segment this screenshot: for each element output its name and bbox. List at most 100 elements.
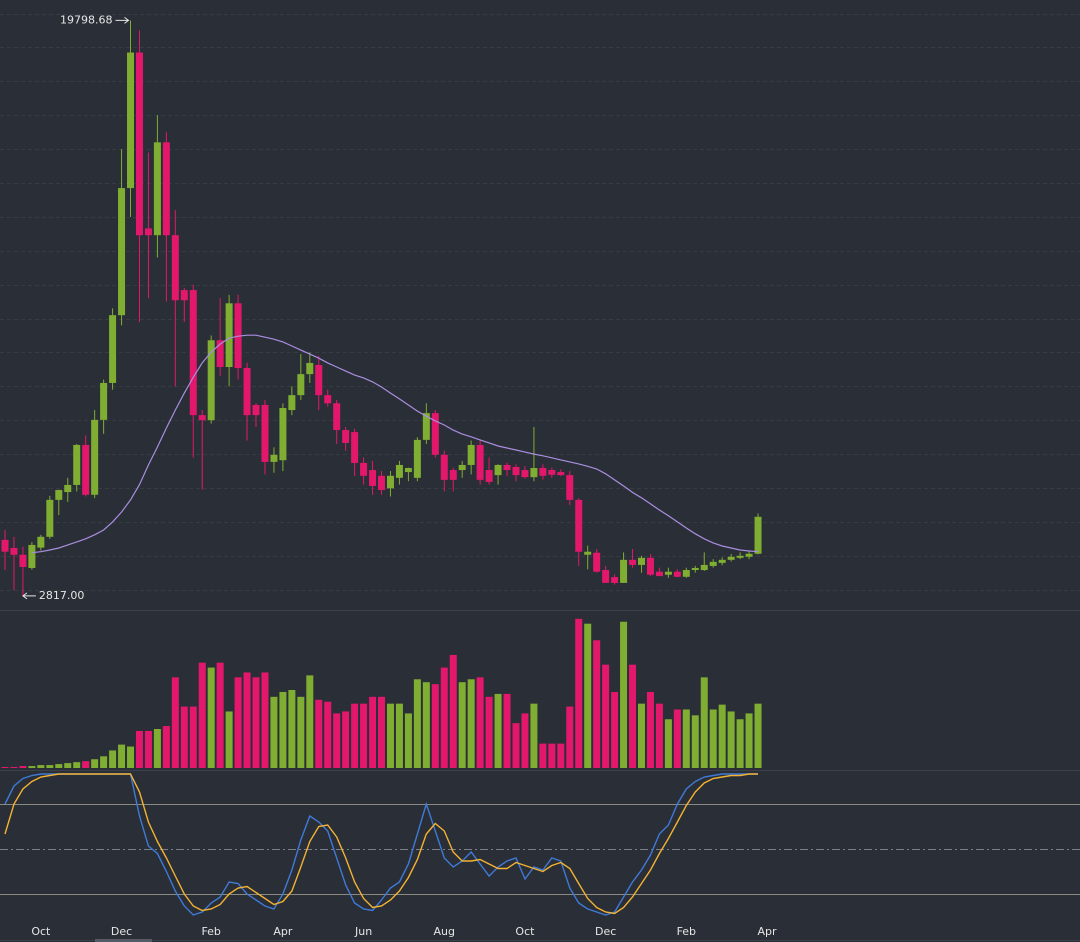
volume-bar <box>297 696 305 768</box>
volume-bar <box>637 703 645 768</box>
candle-body <box>252 404 260 416</box>
volume-bar <box>207 667 215 768</box>
volume-bar <box>180 706 188 768</box>
volume-bar <box>736 719 744 768</box>
volume-bar <box>225 711 233 768</box>
candle-body <box>279 408 287 461</box>
volume-bar <box>118 744 126 768</box>
candle-body <box>611 577 619 583</box>
candle-body <box>602 570 610 583</box>
volume-bar <box>324 701 332 768</box>
candle-body <box>288 395 296 411</box>
candle-body <box>584 551 592 555</box>
candle-body <box>673 571 681 577</box>
volume-bar <box>19 766 27 768</box>
volume-bar <box>458 682 466 768</box>
candle-body <box>46 499 54 537</box>
candle-body <box>440 454 448 480</box>
candle-body <box>727 556 735 560</box>
candle-body <box>369 470 377 486</box>
volume-bar <box>566 706 574 768</box>
candle-body <box>431 413 439 455</box>
volume-bar <box>512 723 520 768</box>
candle-body <box>655 571 663 577</box>
candle-body <box>458 464 466 471</box>
volume-bar <box>315 699 323 768</box>
volume-bar <box>691 715 699 768</box>
volume-bar <box>333 713 341 768</box>
candle-body <box>324 395 332 404</box>
volume-bar <box>369 696 377 768</box>
volume-bar <box>575 618 583 768</box>
volume-bar <box>718 704 726 768</box>
candle-body <box>682 570 690 577</box>
candle-body <box>422 413 430 440</box>
volume-bar <box>709 709 717 768</box>
x-tick-label: Apr <box>757 925 777 938</box>
volume-bar <box>189 706 197 768</box>
volume-bar <box>342 711 350 768</box>
candle-body <box>476 444 484 480</box>
candle-body <box>127 52 135 189</box>
volume-bar <box>288 690 296 768</box>
candle-body <box>270 454 278 462</box>
candle-body <box>243 368 251 416</box>
candle-body <box>620 559 628 583</box>
volume-bar <box>73 762 81 768</box>
volume-bar <box>91 759 99 768</box>
candle-body <box>100 382 108 420</box>
candle-body <box>413 439 421 478</box>
candle-body <box>709 561 717 566</box>
candle-body <box>530 468 538 478</box>
candle-body <box>306 362 314 375</box>
volume-bar <box>153 729 161 768</box>
candle-body <box>557 472 565 476</box>
volume-bar <box>279 691 287 768</box>
candle-body <box>629 559 637 565</box>
price-annotation: 19798.68 <box>60 13 113 26</box>
volume-bar <box>485 696 493 768</box>
volume-bar <box>593 640 601 768</box>
volume-bar <box>386 703 394 768</box>
candle-body <box>118 188 126 316</box>
x-tick-label: Oct <box>31 925 51 938</box>
volume-bar <box>404 713 412 768</box>
candle-body <box>297 374 305 396</box>
candle-body <box>216 340 224 368</box>
candle-body <box>566 475 574 500</box>
volume-bar <box>682 709 690 768</box>
x-tick-label: Apr <box>273 925 293 938</box>
x-tick-label: Feb <box>677 925 696 938</box>
annotation-arrow <box>115 16 130 24</box>
x-tick-label: Oct <box>515 925 535 938</box>
volume-bar <box>55 764 63 768</box>
candle-body <box>637 557 645 565</box>
volume-bar <box>252 677 260 768</box>
candle-body <box>28 544 36 568</box>
volume-bar <box>1 767 9 768</box>
candle-body <box>378 475 386 491</box>
candle-body <box>171 235 179 301</box>
volume-bar <box>602 664 610 768</box>
candle-body <box>135 52 143 236</box>
volume-bar <box>431 684 439 768</box>
volume-bar <box>100 756 108 768</box>
candle-body <box>593 552 601 572</box>
volume-bar <box>46 765 54 768</box>
candle-body <box>73 444 81 485</box>
volume-bar <box>530 703 538 768</box>
volume-bar <box>351 703 359 768</box>
volume-bar <box>584 623 592 768</box>
volume-bar <box>28 766 36 768</box>
volume-bar <box>270 696 278 768</box>
volume-bar <box>727 711 735 768</box>
volume-bar <box>449 654 457 768</box>
volume-bar <box>467 679 475 768</box>
candle-body <box>109 315 117 383</box>
volume-bar <box>655 703 663 768</box>
volume-bar <box>413 679 421 768</box>
candle-body <box>37 536 45 548</box>
volume-bar <box>440 667 448 768</box>
oscillator-line <box>4 773 758 915</box>
volume-bar <box>306 675 314 768</box>
